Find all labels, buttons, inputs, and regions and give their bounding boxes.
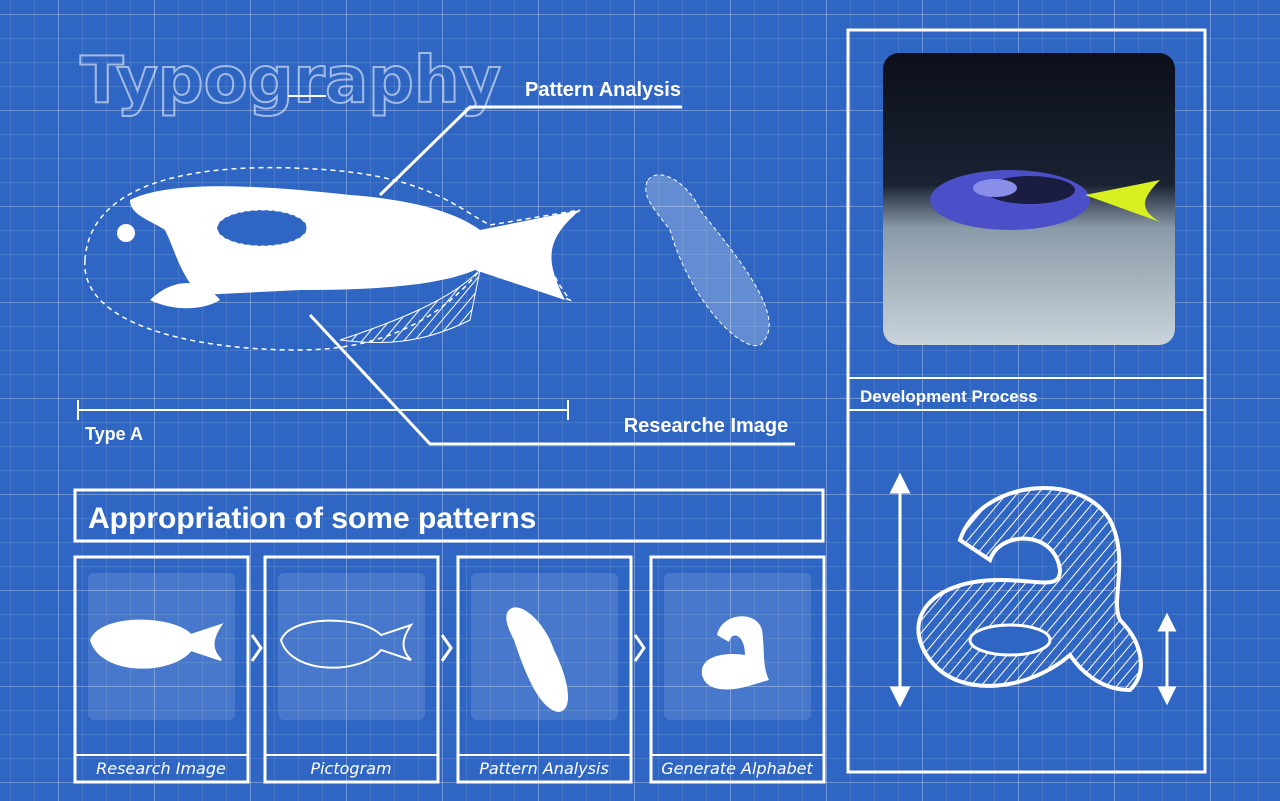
arrows bbox=[889, 472, 1177, 708]
fish-icon bbox=[279, 619, 414, 669]
chevron bbox=[633, 634, 646, 662]
pattern-icon bbox=[506, 607, 569, 712]
step-box bbox=[649, 555, 826, 784]
step-box bbox=[73, 555, 250, 784]
step-label: Research Image bbox=[96, 759, 226, 778]
letter-a bbox=[916, 486, 1143, 693]
panel-title: Development Process bbox=[860, 387, 1038, 406]
fish-icon bbox=[89, 619, 224, 669]
chevron bbox=[250, 634, 263, 662]
process-title-box bbox=[73, 488, 825, 543]
leader bbox=[378, 105, 682, 197]
step-label: Pattern Analysis bbox=[479, 759, 609, 778]
step-label: Pictogram bbox=[310, 759, 391, 778]
panel bbox=[846, 28, 1207, 774]
step-box bbox=[263, 555, 440, 784]
step-image bbox=[664, 573, 811, 720]
callout: Pattern Analysis bbox=[525, 79, 681, 101]
chevron bbox=[440, 634, 453, 662]
step-image bbox=[278, 573, 425, 720]
process-title: Appropriation of some patterns bbox=[88, 502, 536, 535]
letter-icon bbox=[701, 616, 769, 690]
type-label: Type A bbox=[85, 424, 143, 444]
title: Typography bbox=[80, 44, 501, 118]
step-box bbox=[456, 555, 633, 784]
step-label: Generate Alphabet bbox=[661, 759, 813, 778]
leader bbox=[308, 313, 795, 446]
callout: Researche Image bbox=[624, 415, 789, 437]
fish-drawing bbox=[84, 166, 770, 351]
